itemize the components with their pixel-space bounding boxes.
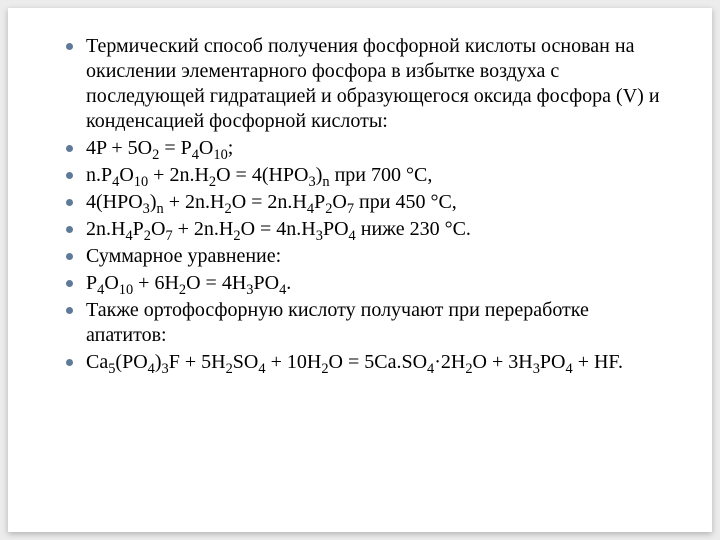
list-item: 4(HPO3)n + 2n.H2O = 2n.H4P2O7 при 450 °С… [66,190,674,215]
list-item: 2n.H4P2O7 + 2n.H2O = 4n.H3PO4 ниже 230 °… [66,217,674,242]
bullet-list: Термический способ получения фосфорной к… [66,34,674,375]
list-item: P4O10 + 6H2O = 4H3PO4. [66,271,674,296]
list-item: Суммарное уравнение: [66,244,674,269]
list-item: Также ортофосфорную кислоту получают при… [66,298,674,348]
list-item: Термический способ получения фосфорной к… [66,34,674,134]
list-item: 4P + 5O2 = P4O10; [66,136,674,161]
slide: Термический способ получения фосфорной к… [8,8,712,532]
list-item: Ca5(PO4)3F + 5H2SO4 + 10H2O = 5Ca.SO4·2H… [66,350,674,375]
list-item: n.P4O10 + 2n.H2O = 4(HPO3)n при 700 °С, [66,163,674,188]
